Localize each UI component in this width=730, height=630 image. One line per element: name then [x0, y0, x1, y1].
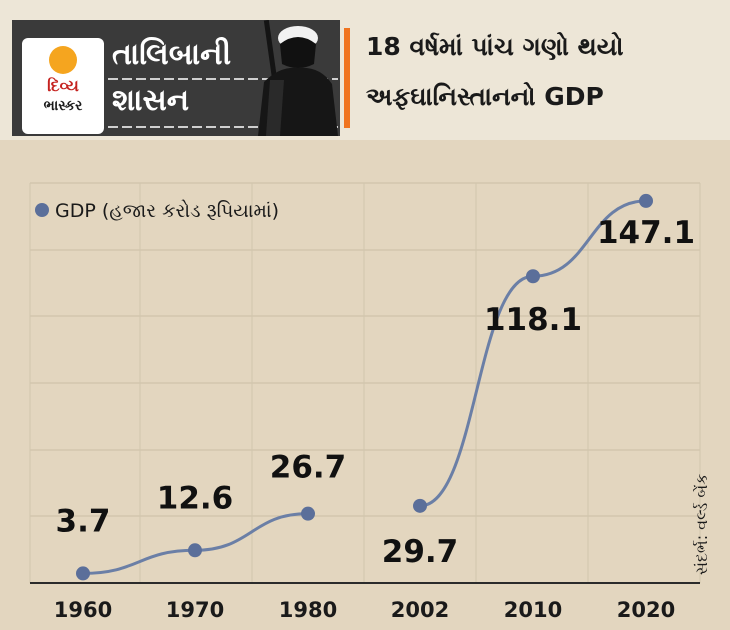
data-point-2002	[413, 498, 427, 513]
barbed-wire-top	[108, 78, 338, 80]
sun-icon	[49, 46, 77, 74]
headline-line2: અફઘાનિસ્તાનનો GDP	[366, 82, 604, 111]
section-title-line1: તાલિબાની	[112, 37, 232, 72]
legend-label: GDP (હજાર કરોડ રૂપિયામાં)	[55, 200, 279, 222]
data-point-2020	[639, 193, 653, 208]
legend-marker	[35, 203, 49, 217]
data-label-1960: 3.7	[56, 503, 111, 539]
data-point-1980	[301, 506, 315, 521]
data-label-1970: 12.6	[157, 480, 234, 516]
section-banner: દિવ્ય ભાસ્કર તાલિબાની શાસન	[12, 20, 340, 136]
logo-text-top: દિવ્ય	[47, 76, 79, 95]
series-line-segment-1	[419, 199, 647, 508]
section-title: તાલિબાની શાસન	[112, 32, 232, 124]
divya-bhaskar-logo: દિવ્ય ભાસ્કર	[22, 38, 104, 134]
x-tick-label-1970: 1970	[166, 598, 224, 622]
x-tick-label-1960: 1960	[54, 598, 112, 622]
headline-accent-bar	[344, 28, 350, 128]
data-label-2002: 29.7	[382, 534, 459, 570]
headline: 18 વર્ષમાં પાંચ ગણો થયો અફઘાનિસ્તાનનો GD…	[366, 22, 726, 122]
data-label-1980: 26.7	[270, 450, 347, 486]
x-tick-label-1980: 1980	[279, 598, 337, 622]
data-point-1960	[76, 566, 90, 581]
x-tick-label-2020: 2020	[617, 598, 675, 622]
header-panel: દિવ્ય ભાસ્કર તાલિબાની શાસન 18 વર્ષમાં પા…	[0, 0, 730, 140]
data-point-1970	[188, 543, 202, 558]
section-title-line2: શાસન	[112, 83, 190, 118]
x-tick-label-2002: 2002	[391, 598, 449, 622]
barbed-wire-bottom	[108, 126, 338, 128]
headline-line1: 18 વર્ષમાં પાંચ ગણો થયો	[366, 32, 624, 61]
x-tick-label-2010: 2010	[504, 598, 562, 622]
logo-text-bottom: ભાસ્કર	[43, 98, 83, 114]
fighter-silhouette-icon	[258, 20, 338, 136]
source-note: સંદર્ભ: વર્લ્ડ બેંક	[692, 473, 711, 575]
data-label-2020: 147.1	[597, 215, 695, 251]
data-label-2010: 118.1	[484, 302, 582, 338]
data-point-2010	[526, 269, 540, 284]
